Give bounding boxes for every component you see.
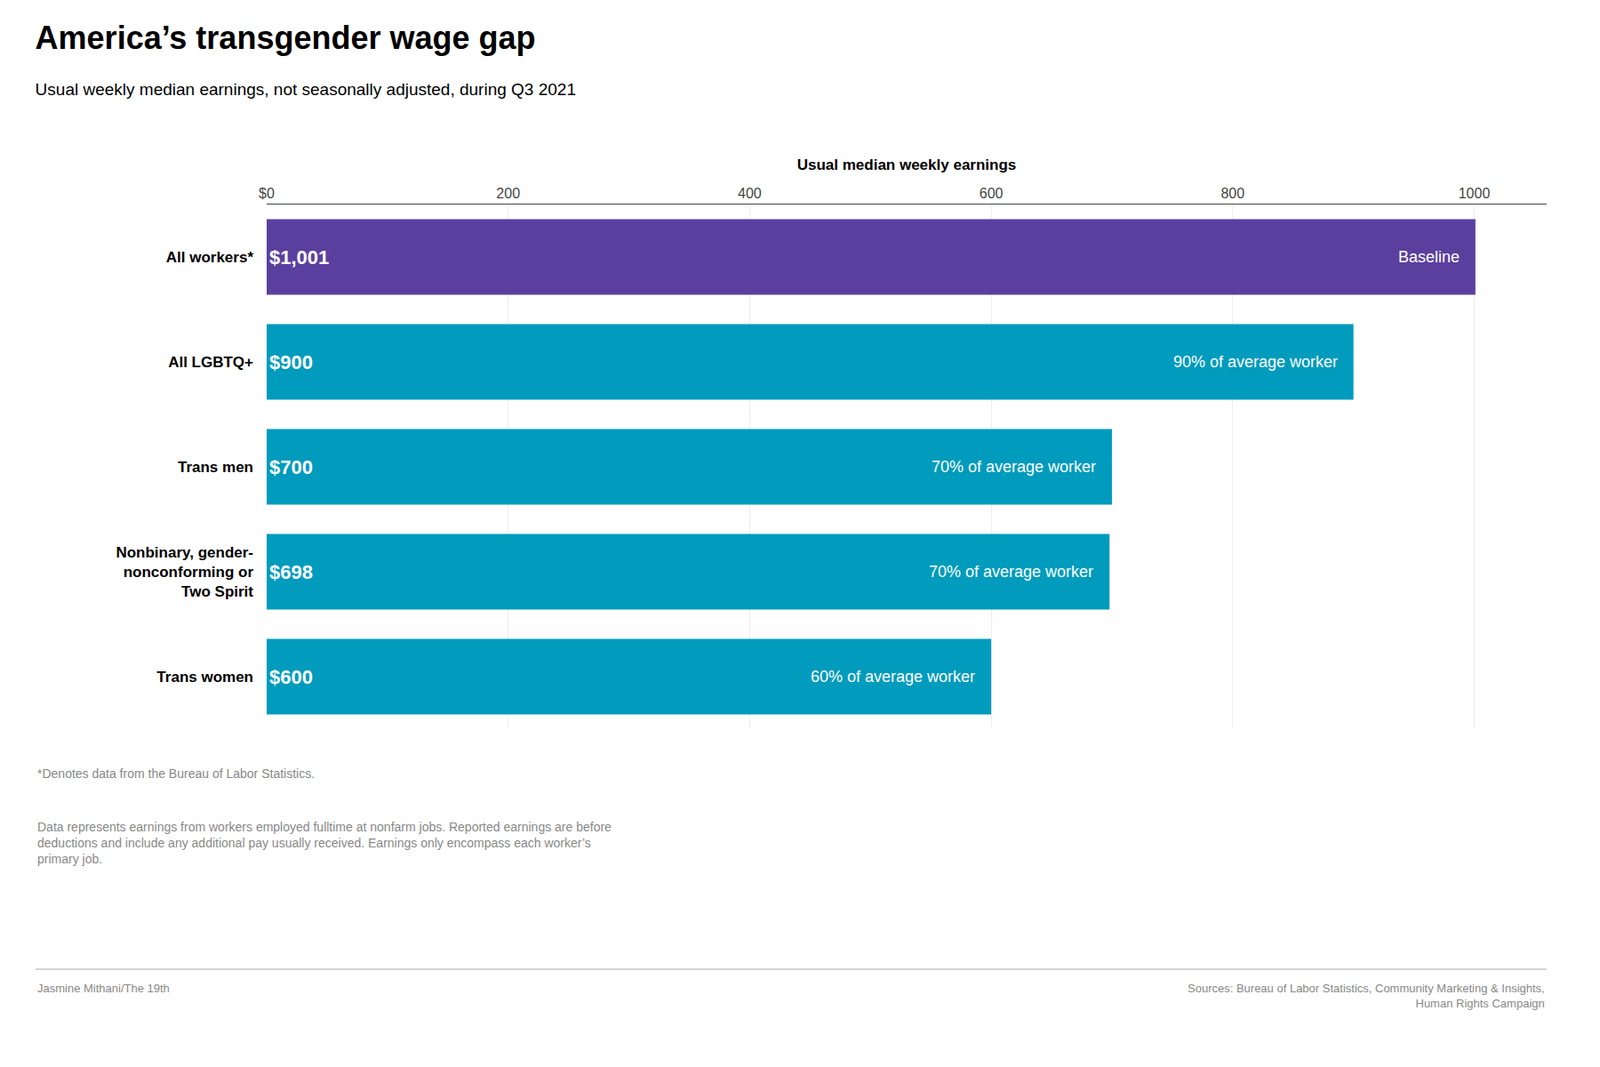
svg-text:Sources: Bureau of Labor Stati: Sources: Bureau of Labor Statistics, Com… (1187, 981, 1545, 1010)
svg-text:All LGBTQ+: All LGBTQ+ (168, 353, 254, 371)
svg-text:Nonbinary, gender-nonconformin: Nonbinary, gender-nonconforming orTwo Sp… (115, 544, 254, 600)
svg-text:$900: $900 (269, 351, 313, 374)
svg-text:70% of average worker: 70% of average worker (931, 457, 1096, 476)
svg-text:70% of average worker: 70% of average worker (928, 562, 1094, 581)
svg-text:Usual median weekly earnings: Usual median weekly earnings (797, 156, 1017, 174)
svg-text:Data represents earnings from: Data represents earnings from workers em… (37, 819, 612, 866)
svg-text:600: 600 (979, 185, 1004, 201)
svg-text:200: 200 (496, 185, 520, 201)
svg-text:$700: $700 (269, 456, 313, 479)
svg-text:$1,001: $1,001 (269, 246, 329, 269)
svg-text:$600: $600 (269, 665, 313, 688)
svg-text:Usual weekly median earnings,: Usual weekly median earnings, not season… (35, 80, 576, 99)
svg-text:*Denotes data from the Bureau: *Denotes data from the Bureau of Labor S… (37, 766, 315, 781)
svg-text:800: 800 (1220, 185, 1245, 201)
svg-text:America’s transgender wage gap: America’s transgender wage gap (35, 19, 536, 56)
svg-text:90% of average worker: 90% of average worker (1173, 352, 1338, 371)
svg-text:60% of average worker: 60% of average worker (810, 667, 976, 686)
svg-text:$698: $698 (269, 560, 313, 584)
svg-text:$0: $0 (258, 185, 275, 201)
svg-text:All workers*: All workers* (166, 248, 255, 266)
svg-text:Trans men: Trans men (177, 458, 254, 476)
svg-text:Trans women: Trans women (156, 668, 254, 686)
svg-text:1000: 1000 (1458, 185, 1491, 201)
svg-text:Jasmine Mithani/The 19th: Jasmine Mithani/The 19th (37, 981, 170, 995)
svg-text:400: 400 (737, 185, 762, 201)
svg-text:Baseline: Baseline (1398, 248, 1460, 266)
